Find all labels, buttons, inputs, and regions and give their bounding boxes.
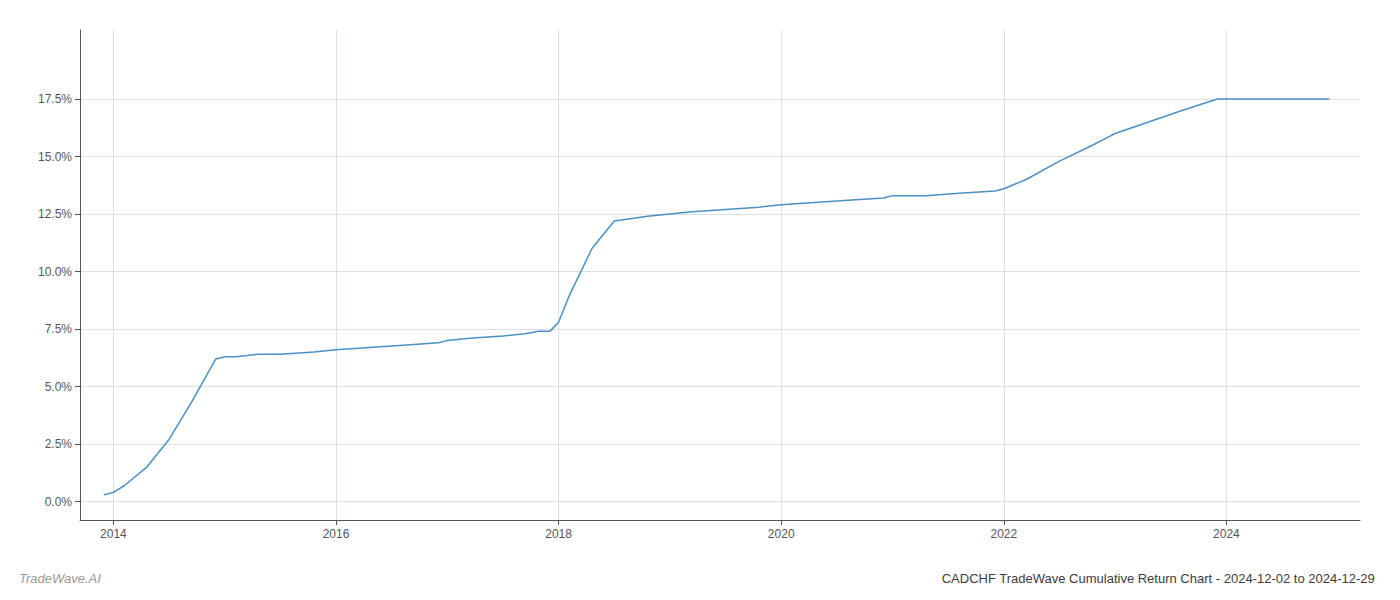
svg-text:17.5%: 17.5% [38,92,72,106]
svg-text:2018: 2018 [545,527,572,541]
svg-text:2014: 2014 [100,527,127,541]
svg-text:CADCHF TradeWave Cumulative Re: CADCHF TradeWave Cumulative Return Chart… [942,571,1375,586]
svg-text:7.5%: 7.5% [45,322,73,336]
svg-text:10.0%: 10.0% [38,265,72,279]
svg-text:2.5%: 2.5% [45,437,73,451]
svg-text:2024: 2024 [1213,527,1240,541]
svg-text:2022: 2022 [990,527,1017,541]
svg-text:0.0%: 0.0% [45,495,73,509]
svg-text:12.5%: 12.5% [38,207,72,221]
svg-text:2016: 2016 [323,527,350,541]
svg-text:2020: 2020 [768,527,795,541]
svg-text:15.0%: 15.0% [38,150,72,164]
svg-text:TradeWave.AI: TradeWave.AI [19,571,101,586]
svg-text:5.0%: 5.0% [45,380,73,394]
